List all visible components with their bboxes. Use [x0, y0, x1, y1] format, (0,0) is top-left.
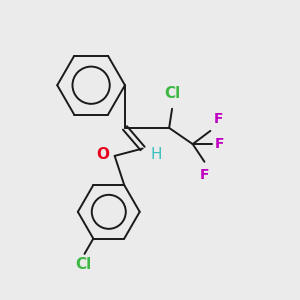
Text: O: O	[96, 147, 110, 162]
Text: F: F	[215, 137, 224, 151]
Text: Cl: Cl	[75, 257, 91, 272]
Text: H: H	[150, 147, 161, 162]
Text: F: F	[200, 168, 209, 182]
Text: Cl: Cl	[164, 86, 180, 101]
Text: F: F	[213, 112, 223, 126]
